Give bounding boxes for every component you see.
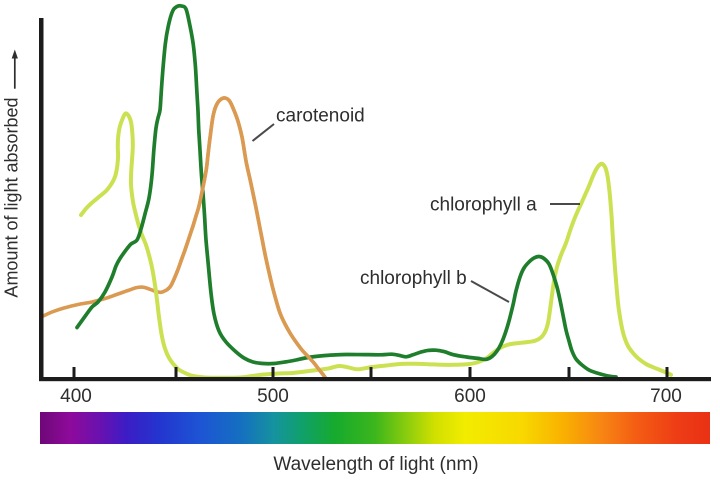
svg-text:600: 600 [454, 386, 486, 407]
svg-text:500: 500 [257, 386, 289, 407]
svg-text:400: 400 [60, 386, 92, 407]
svg-text:Wavelength of light (nm): Wavelength of light (nm) [273, 454, 478, 475]
svg-text:Amount of light absorbed: Amount of light absorbed [2, 97, 22, 297]
svg-text:chlorophyll a: chlorophyll a [430, 195, 537, 216]
svg-text:chlorophyll b: chlorophyll b [360, 268, 467, 289]
svg-text:carotenoid: carotenoid [276, 106, 365, 127]
svg-text:700: 700 [650, 386, 682, 407]
